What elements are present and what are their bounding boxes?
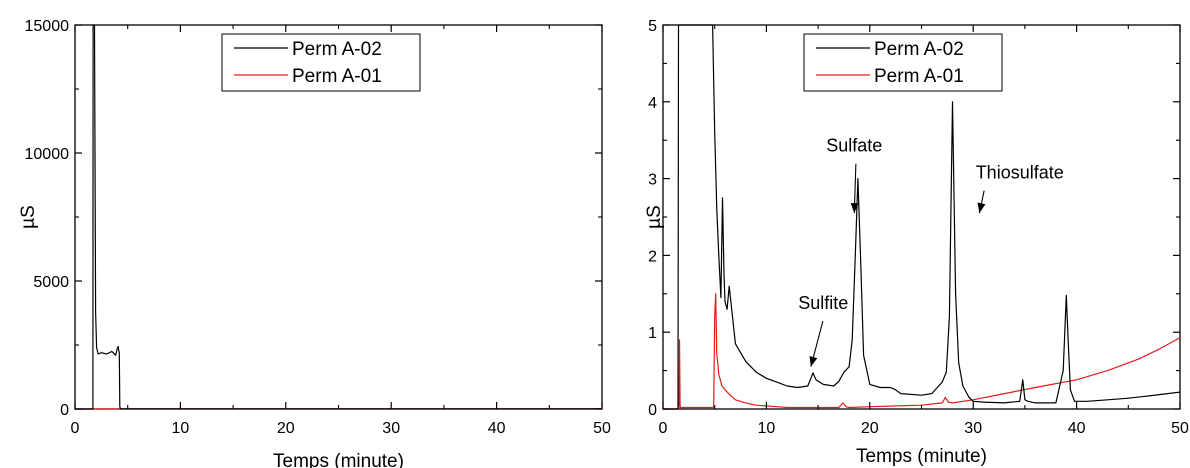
right-x-tick-label: 20 xyxy=(861,420,879,437)
left-x-tick-label: 0 xyxy=(71,420,80,437)
left-x-tick-label: 50 xyxy=(593,420,611,437)
left-x-ticks: 0 10 20 30 40 50 xyxy=(71,25,611,437)
left-y-ticks: 0 5000 10000 15000 xyxy=(25,18,602,419)
right-y-tick-label: 1 xyxy=(648,325,657,342)
left-y-tick-label: 0 xyxy=(60,402,69,419)
left-legend-box xyxy=(221,33,421,92)
right-x-tick-label: 30 xyxy=(964,420,982,437)
right-x-tick-label: 40 xyxy=(1068,420,1086,437)
right-x-tick-label: 50 xyxy=(1171,420,1189,437)
right-y-tick-label: 4 xyxy=(648,95,657,112)
right-series-line-1 xyxy=(663,293,1181,410)
left-y-axis-label: µS xyxy=(18,205,39,229)
left-y-tick-label: 10000 xyxy=(25,146,70,163)
right-x-axis-label: Temps (minute) xyxy=(856,446,987,467)
right-y-axis-label: µS xyxy=(644,205,665,229)
right-y-tick-label: 5 xyxy=(648,18,657,35)
left-x-tick-label: 10 xyxy=(172,420,190,437)
right-y-tick-label: 3 xyxy=(648,172,657,189)
annotation-arrow-head xyxy=(850,203,859,214)
annotation-arrow-head xyxy=(809,356,818,367)
left-legend: Perm A-02 Perm A-01 xyxy=(221,33,421,92)
annotation-thiosulfate: Thiosulfate xyxy=(976,163,1064,183)
right-series-lines xyxy=(663,24,1181,410)
right-x-tick-label: 10 xyxy=(758,420,776,437)
annotation-sulfite: Sulfite xyxy=(798,293,848,313)
right-y-tick-label: 0 xyxy=(648,402,657,419)
right-series-line-0 xyxy=(663,24,1181,410)
chart-right: 0 10 20 30 40 50 0 1 2 3 4 5 Sulfite Sulfate Thiosul… xyxy=(644,18,1189,467)
left-legend-label-perm-a-01: Perm A-01 xyxy=(292,66,382,87)
left-y-tick-label: 15000 xyxy=(25,18,70,35)
left-x-tick-label: 30 xyxy=(382,420,400,437)
left-x-axis-label: Temps (minute) xyxy=(273,451,404,468)
right-annotations: Sulfite Sulfate Thiosulfate xyxy=(798,136,1064,367)
right-legend-box xyxy=(803,33,1003,92)
right-legend-label-perm-a-01: Perm A-01 xyxy=(874,66,964,87)
left-x-tick-label: 40 xyxy=(488,420,506,437)
chart-left: 0 10 20 30 40 50 0 5000 10000 15000 Temps (minut… xyxy=(18,18,611,468)
left-x-tick-label: 20 xyxy=(277,420,295,437)
right-x-tick-label: 0 xyxy=(659,420,668,437)
annotation-arrow-head xyxy=(977,202,986,214)
left-legend-label-perm-a-02: Perm A-02 xyxy=(292,39,382,60)
right-legend-label-perm-a-02: Perm A-02 xyxy=(874,39,964,60)
right-y-ticks: 0 1 2 3 4 5 xyxy=(648,18,1180,419)
right-x-ticks: 0 10 20 30 40 50 xyxy=(659,25,1189,437)
right-legend: Perm A-02 Perm A-01 xyxy=(803,33,1003,92)
right-y-tick-label: 2 xyxy=(648,248,657,265)
annotation-sulfate: Sulfate xyxy=(826,136,882,156)
left-y-tick-label: 5000 xyxy=(33,274,69,291)
